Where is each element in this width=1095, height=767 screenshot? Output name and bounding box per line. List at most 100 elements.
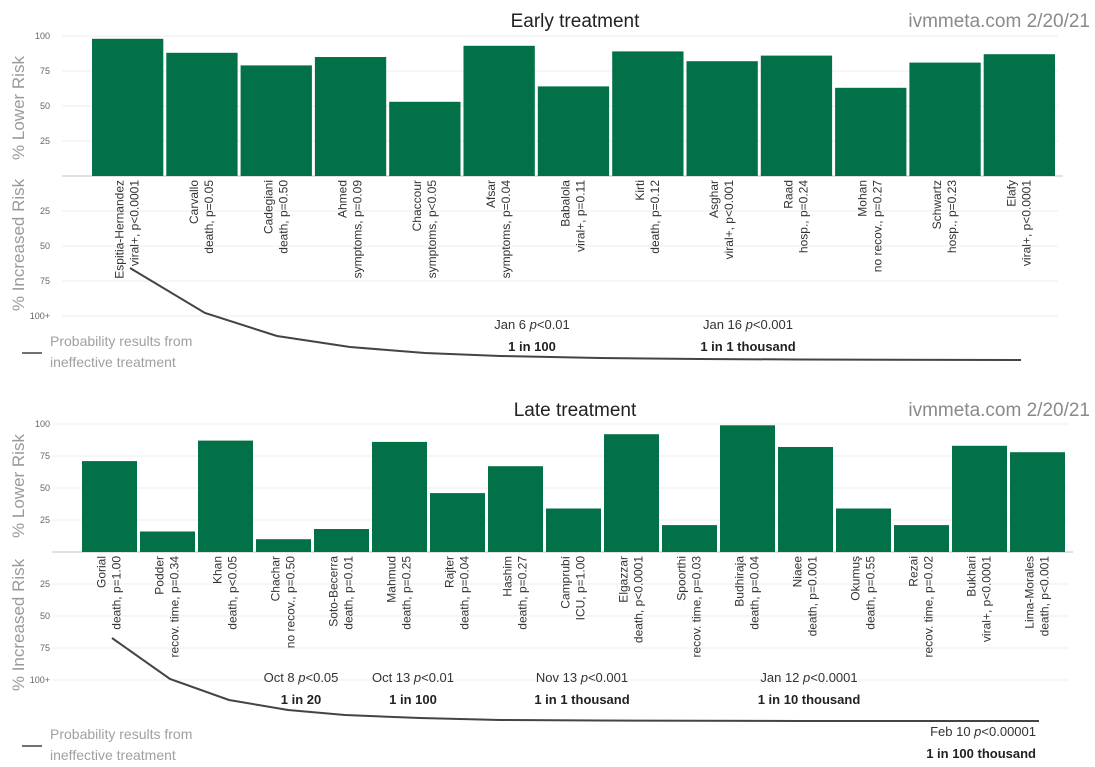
annotation-probability: 1 in 100 thousand (926, 746, 1036, 761)
bar (604, 434, 659, 552)
study-name: Gorial (95, 556, 109, 588)
upper-tick-label: 100 (35, 419, 50, 429)
legend-text: Probability results from (50, 333, 192, 349)
study-label: Niaee death, p=0.001 (791, 556, 820, 637)
study-label: Carvallo death, p=0.05 (187, 180, 216, 254)
annotation-probability: 1 in 1 thousand (534, 692, 629, 707)
annotation-p-value: <0.05 (306, 670, 339, 685)
study-detail: hosp., p=0.24 (796, 180, 810, 253)
study-label: Asghar viral+, p<0.001 (707, 180, 736, 260)
study-detail: death, p=1.00 (110, 556, 124, 630)
annotation-date-label: Jan 6 (494, 317, 529, 332)
annotation-p-symbol: p (802, 670, 810, 685)
study-name: Raad (781, 180, 795, 209)
study-name: Chaccour (410, 180, 424, 231)
study-label: Rajter death, p=0.04 (443, 556, 472, 630)
bar (430, 493, 485, 552)
upper-tick-label: 50 (40, 101, 50, 111)
study-name: Okumuş (849, 556, 863, 601)
annotation-p-symbol: p (580, 670, 588, 685)
y-axis-title-increased-risk: % Increased Risk (9, 178, 28, 311)
study-label: Podder recov. time, p=0.34 (153, 556, 182, 658)
lower-tick-label: 75 (40, 643, 50, 653)
study-name: Kirti (633, 180, 647, 201)
bar (166, 52, 238, 176)
study-label: Soto-Becerra death, p=0.01 (327, 556, 356, 630)
bar (836, 508, 891, 552)
annotation-p-symbol: p (297, 670, 305, 685)
bar (983, 54, 1055, 177)
bar (546, 508, 601, 552)
study-label: Mohan no recov., p=0.27 (856, 180, 885, 273)
study-label: Lima-Morales death, p<0.001 (1023, 556, 1052, 637)
annotation-p-value: <0.001 (753, 317, 793, 332)
study-name: Schwartz (930, 180, 944, 229)
study-label: Camprubí ICU, p=1.00 (559, 555, 588, 620)
study-name: Elafy (1004, 180, 1018, 207)
study-name: Rezai (907, 556, 921, 587)
study-name: Bukhari (965, 556, 979, 597)
study-detail: viral+, p<0.0001 (128, 180, 142, 266)
annotation-p-value: <0.00001 (981, 724, 1036, 739)
study-detail: death, p=0.05 (202, 180, 216, 254)
study-label: Raad hosp., p=0.24 (781, 180, 810, 253)
study-detail: symptoms, p=0.09 (351, 180, 365, 279)
bar (140, 531, 195, 552)
bar (314, 57, 387, 176)
bar (92, 38, 164, 176)
bar (488, 466, 543, 552)
upper-tick-label: 75 (40, 66, 50, 76)
bar (835, 87, 907, 176)
annotation-probability: 1 in 1 thousand (700, 339, 795, 354)
annotation-p-symbol: p (745, 317, 753, 332)
study-detail: symptoms, p<0.05 (425, 180, 439, 279)
legend-text: Probability results from (50, 726, 192, 742)
study-detail: death, p=0.25 (400, 556, 414, 630)
annotation-date: Jan 6 p<0.01 (494, 317, 570, 332)
study-detail: viral+, p<0.0001 (980, 556, 994, 642)
study-label: Budhiraja death, p=0.04 (733, 556, 762, 630)
annotation-date: Nov 13 p<0.001 (536, 670, 628, 685)
annotation-date-label: Jan 12 (760, 670, 803, 685)
y-axis-title-lower-risk: % Lower Risk (9, 56, 28, 160)
lower-tick-label: 50 (40, 241, 50, 251)
study-name: Cadegiani (261, 180, 275, 234)
study-detail: death, p=0.001 (806, 556, 820, 637)
annotation-p-symbol: p (413, 670, 421, 685)
bar (463, 45, 535, 176)
lower-tick-label: 50 (40, 611, 50, 621)
bar (720, 425, 775, 552)
upper-tick-label: 100 (35, 31, 50, 41)
annotation-p-symbol: p (529, 317, 537, 332)
bar (198, 440, 253, 552)
bar (894, 525, 949, 552)
study-name: Soto-Becerra (327, 556, 341, 627)
study-name: Podder (153, 556, 167, 595)
study-label: Espitia-Hernandez viral+, p<0.0001 (113, 180, 142, 279)
study-detail: symptoms, p=0.04 (499, 180, 513, 279)
probability-curve (111, 637, 1039, 722)
bar (240, 65, 312, 176)
bar (314, 529, 369, 552)
chart-title: Early treatment (511, 11, 641, 32)
study-name: Ahmed (336, 180, 350, 218)
study-name: Carvallo (187, 180, 201, 224)
study-name: Asghar (707, 180, 721, 218)
study-label: Mahmud death, p=0.25 (385, 556, 414, 630)
bar (686, 61, 758, 177)
study-detail: death, p<0.0001 (632, 556, 646, 643)
study-name: Mohan (856, 180, 870, 217)
upper-tick-label: 50 (40, 483, 50, 493)
lower-tick-label: 25 (40, 579, 50, 589)
study-detail: death, p=0.50 (276, 180, 290, 254)
upper-tick-label: 25 (40, 515, 50, 525)
bar (612, 51, 684, 176)
study-detail: recov. time, p=0.03 (690, 556, 704, 658)
study-name: Babalola (559, 180, 573, 227)
bar (662, 525, 717, 552)
annotation-probability: 1 in 100 (508, 339, 556, 354)
annotation-date: Jan 16 p<0.001 (703, 317, 793, 332)
annotation-date: Oct 8 p<0.05 (264, 670, 339, 685)
study-name: Mahmud (385, 556, 399, 603)
